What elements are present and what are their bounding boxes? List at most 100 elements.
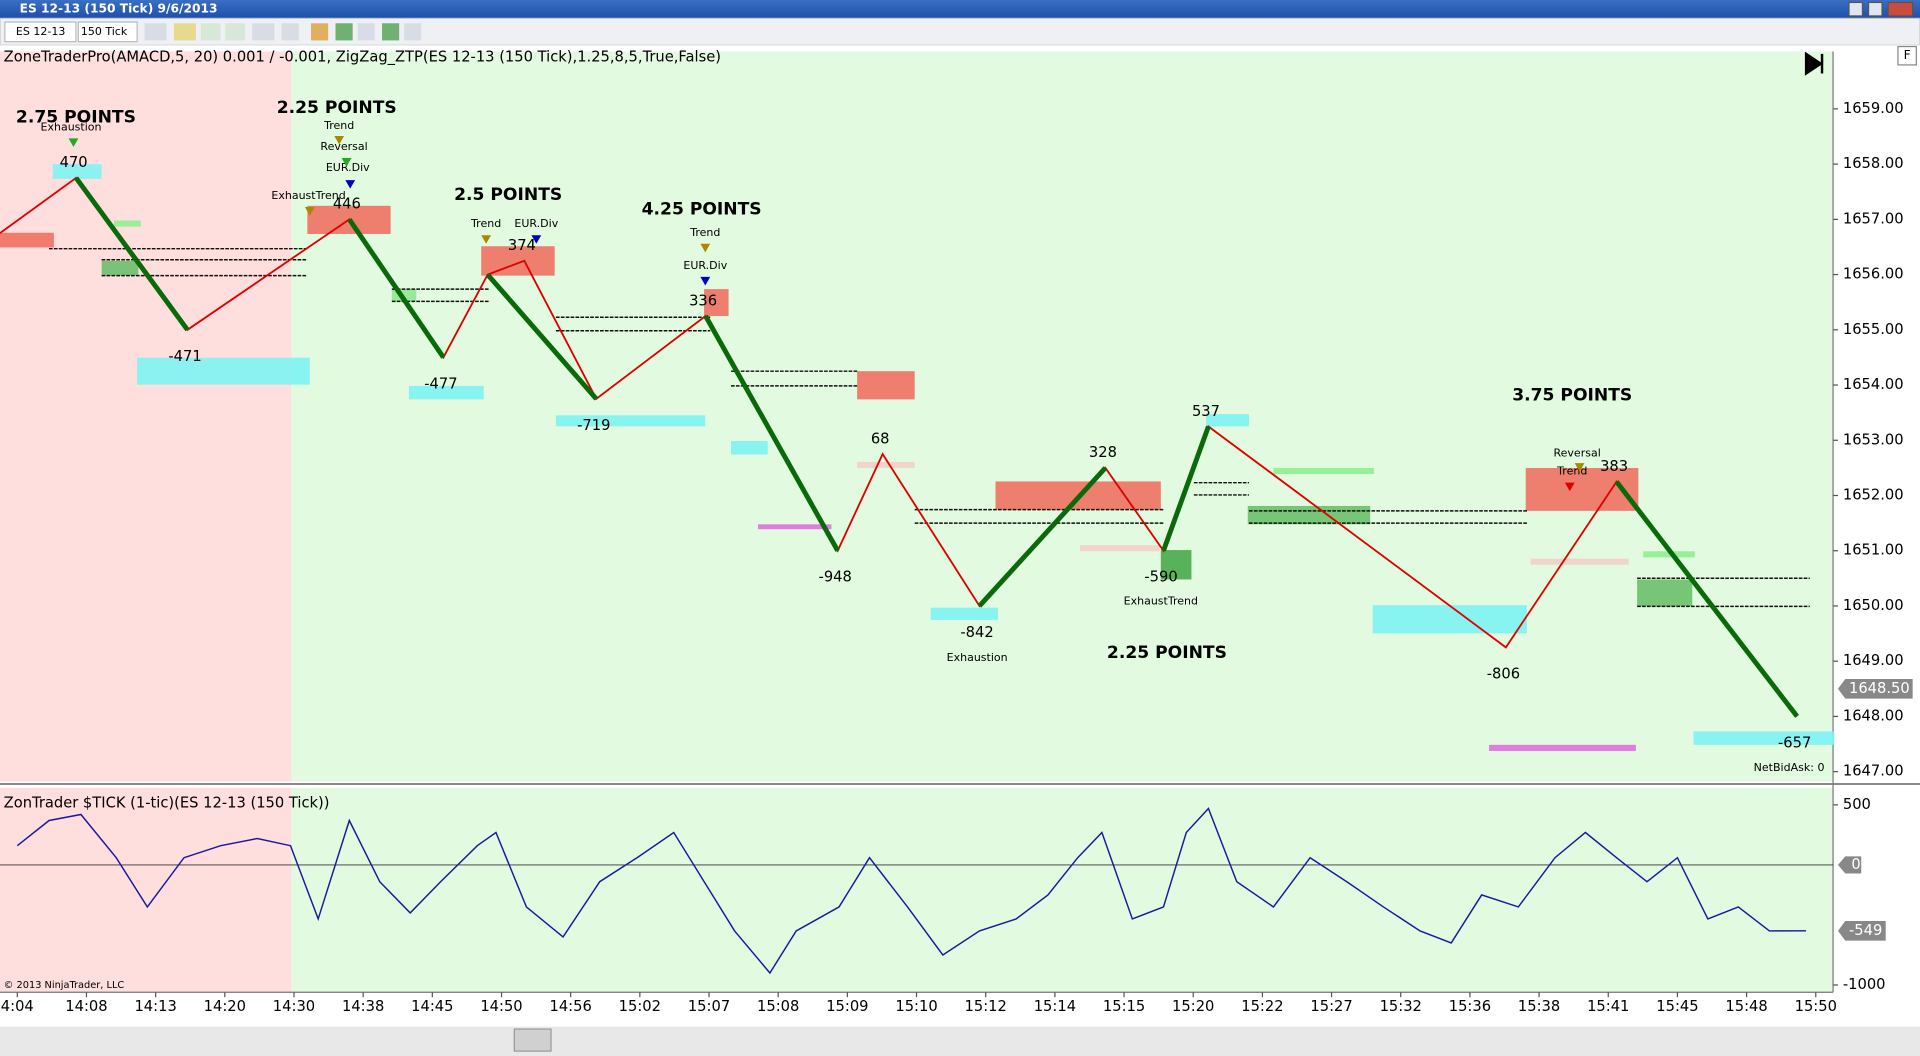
signal-label: Trend bbox=[689, 226, 720, 239]
y-tick-label: 1656.00 bbox=[1843, 266, 1904, 283]
x-tick-label: 14:13 bbox=[134, 998, 176, 1015]
zone bbox=[1643, 551, 1695, 558]
signal-arrow bbox=[68, 138, 79, 148]
y-tick-label: 1650.00 bbox=[1843, 597, 1904, 614]
maximize-button[interactable] bbox=[1867, 1, 1883, 17]
zone bbox=[408, 385, 484, 400]
points-annotation: 2.25 POINTS bbox=[1107, 643, 1227, 663]
signal-arrow bbox=[341, 158, 352, 167]
corner-button[interactable] bbox=[1897, 45, 1917, 66]
signal-label: ExhaustTrend bbox=[271, 189, 345, 202]
trend-leg bbox=[347, 217, 446, 359]
corner-label[interactable]: F bbox=[1904, 48, 1911, 62]
swing-label: -590 bbox=[1144, 569, 1177, 586]
signal-arrow bbox=[1564, 482, 1575, 492]
tick-box bbox=[1837, 856, 1862, 874]
period-select[interactable] bbox=[77, 21, 138, 43]
x-tick-label: 14:56 bbox=[550, 998, 592, 1015]
signal-arrow bbox=[700, 276, 711, 286]
y-tick-label: 1654.00 bbox=[1843, 376, 1904, 393]
tick-line bbox=[16, 807, 1807, 975]
x-tick-label: 15:14 bbox=[1034, 998, 1076, 1015]
x-tick-label: 4:04 bbox=[1, 998, 34, 1015]
tool-icon[interactable] bbox=[200, 23, 221, 41]
zone bbox=[1247, 505, 1371, 525]
tool-icon[interactable] bbox=[173, 23, 196, 41]
tool-icon[interactable] bbox=[144, 23, 167, 41]
x-tick-label: 15:09 bbox=[826, 998, 868, 1015]
scroll-thumb[interactable] bbox=[513, 1028, 552, 1052]
tool-icon[interactable] bbox=[382, 23, 400, 41]
tool-icon[interactable] bbox=[225, 23, 245, 41]
tool-icon[interactable] bbox=[281, 23, 299, 41]
trend-leg bbox=[703, 314, 840, 552]
swing-label: 68 bbox=[871, 430, 890, 447]
y-tick-label: 1648.00 bbox=[1843, 707, 1904, 724]
x-tick-label: 15:08 bbox=[757, 998, 799, 1015]
swing-label: 383 bbox=[1600, 458, 1628, 475]
y-tick-label: 1658.00 bbox=[1843, 155, 1904, 172]
x-tick-label: 15:20 bbox=[1172, 998, 1214, 1015]
zone bbox=[555, 415, 706, 427]
premarket-shade bbox=[0, 51, 292, 782]
zone bbox=[1488, 744, 1636, 751]
session-shade bbox=[291, 787, 1834, 993]
session-shade bbox=[291, 51, 1834, 782]
zone bbox=[52, 164, 102, 179]
x-tick-label: 15:12 bbox=[965, 998, 1007, 1015]
tool-icon[interactable] bbox=[357, 23, 375, 41]
x-tick-label: 14:30 bbox=[273, 998, 315, 1015]
signal-label: Reversal bbox=[320, 140, 367, 153]
signal-label: ExhaustTrend bbox=[1124, 595, 1198, 608]
last-value-label: -549 bbox=[1849, 922, 1882, 939]
swing-label: -842 bbox=[960, 624, 993, 641]
y-tick-label: 1651.00 bbox=[1843, 542, 1904, 559]
x-tick-label: 14:50 bbox=[480, 998, 522, 1015]
x-tick-label: 15:45 bbox=[1656, 998, 1698, 1015]
zone bbox=[1206, 414, 1249, 427]
swing-label: -719 bbox=[577, 417, 610, 434]
x-tick-label: 14:38 bbox=[342, 998, 384, 1015]
swing-label: -477 bbox=[424, 375, 457, 392]
signal-label: Exhaustion bbox=[947, 651, 1008, 664]
tool-icon[interactable] bbox=[252, 23, 275, 41]
x-tick-label: 15:27 bbox=[1310, 998, 1352, 1015]
trend-leg bbox=[74, 176, 190, 332]
y-tick-label: -1000 bbox=[1843, 976, 1886, 993]
instrument-select[interactable] bbox=[4, 21, 77, 43]
x-tick-label: 15:36 bbox=[1449, 998, 1491, 1015]
y-tick-label: 1653.00 bbox=[1843, 431, 1904, 448]
minimize-button[interactable] bbox=[1848, 1, 1864, 17]
tool-icon[interactable] bbox=[404, 23, 422, 41]
tool-icon[interactable] bbox=[335, 23, 353, 41]
signal-label: Trend bbox=[1556, 465, 1587, 478]
swing-label: 328 bbox=[1089, 444, 1117, 461]
last-price-box bbox=[1837, 679, 1913, 699]
trend-leg bbox=[977, 466, 1108, 608]
zones bbox=[0, 164, 1835, 751]
signal-label: Exhaustion bbox=[41, 120, 102, 133]
y-tick-label: 0 bbox=[1851, 856, 1860, 873]
points-annotation: 2.75 POINTS bbox=[16, 108, 136, 128]
swing-label: 336 bbox=[689, 292, 717, 309]
zone bbox=[1637, 579, 1693, 607]
zone bbox=[1160, 550, 1192, 580]
period-label[interactable]: 150 Tick bbox=[81, 25, 128, 38]
zone bbox=[101, 260, 139, 276]
x-tick-label: 14:08 bbox=[65, 998, 107, 1015]
zone bbox=[704, 289, 729, 317]
close-button[interactable] bbox=[1887, 1, 1914, 17]
zone bbox=[930, 607, 998, 620]
x-tick-label: 15:07 bbox=[688, 998, 730, 1015]
tool-icon[interactable] bbox=[311, 23, 329, 41]
scroll-end-button[interactable] bbox=[1804, 51, 1824, 76]
scrollbar bbox=[0, 1026, 1920, 1056]
y-tick-label: 1647.00 bbox=[1843, 763, 1904, 780]
last-value-box bbox=[1837, 921, 1886, 941]
x-tick-label: 15:02 bbox=[619, 998, 661, 1015]
x-tick-label: 14:45 bbox=[411, 998, 453, 1015]
instrument-label[interactable]: ES 12-13 bbox=[16, 25, 65, 38]
signal-arrow bbox=[700, 243, 711, 253]
